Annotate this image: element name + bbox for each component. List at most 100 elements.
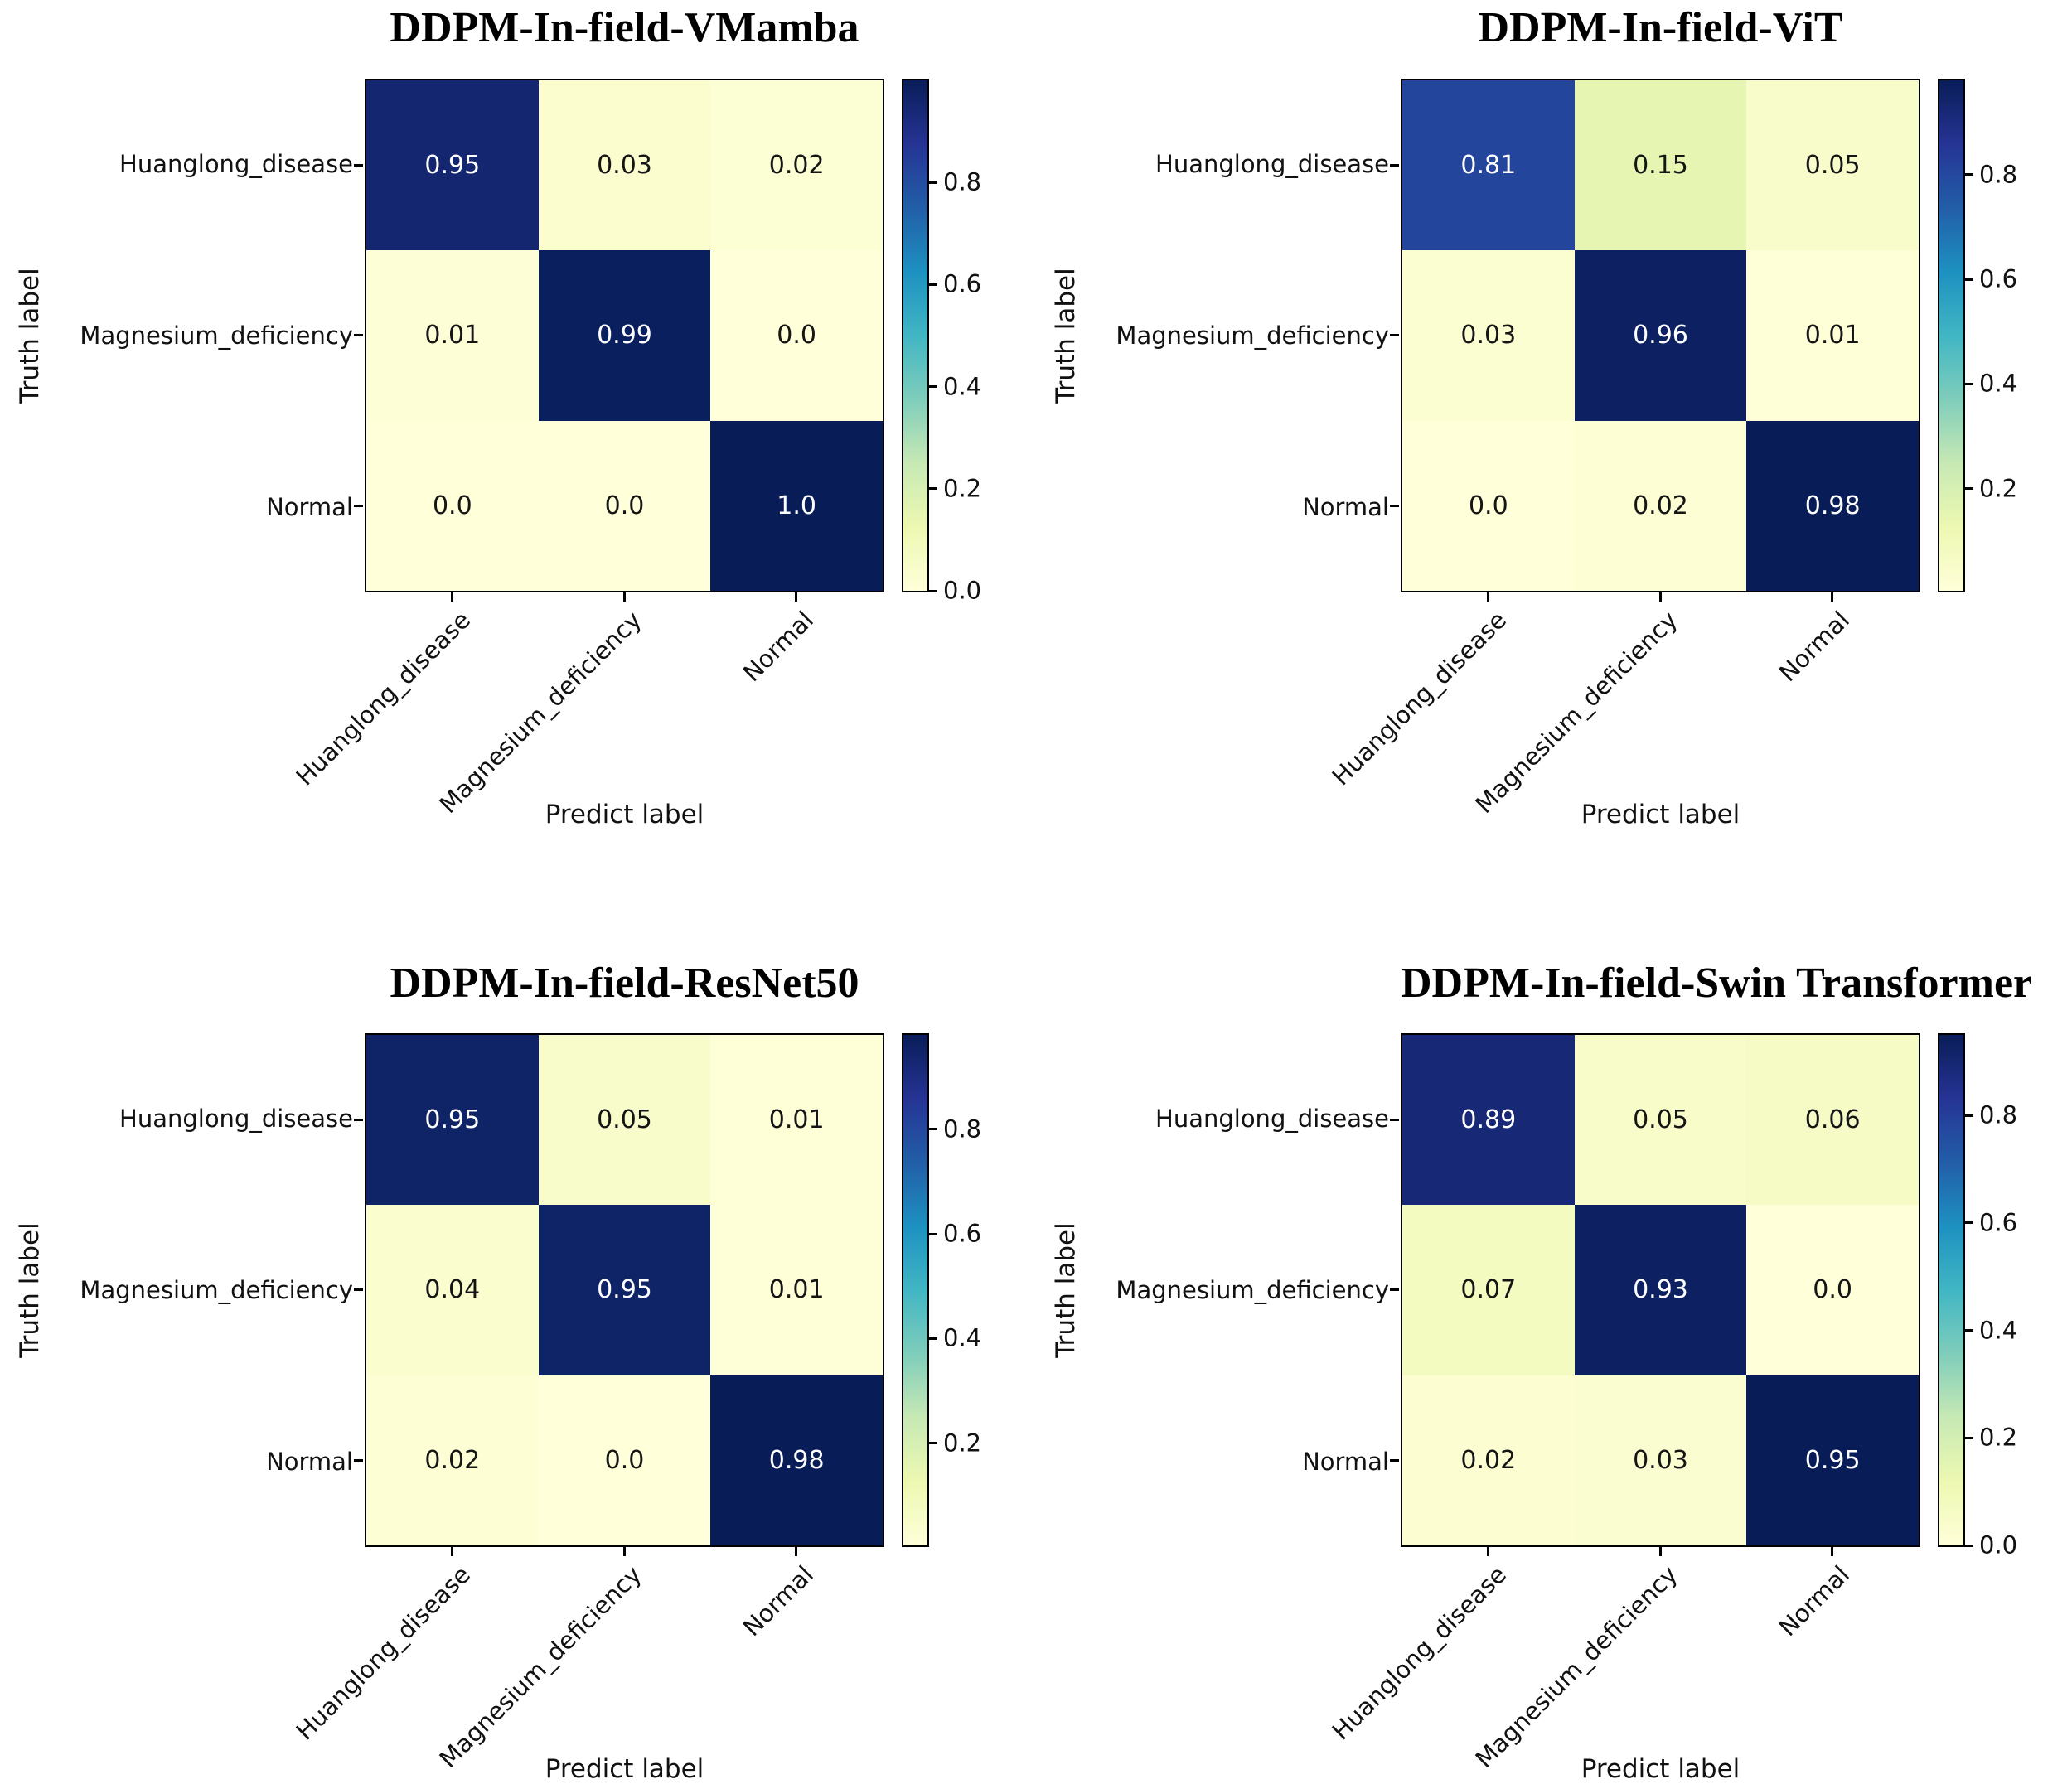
- colorbar-tick-label: 0.8: [943, 1114, 982, 1143]
- colorbar-gradient: [1939, 80, 1963, 591]
- matrix-cell: 0.01: [710, 1205, 883, 1375]
- matrix-cell: 0.02: [710, 80, 883, 251]
- y-tick-label: Normal: [266, 493, 353, 521]
- y-tick-label: Normal: [1302, 493, 1389, 521]
- y-axis-label: Truth label: [1051, 268, 1081, 404]
- colorbar-tick-mark: [1965, 173, 1973, 176]
- matrix-cell: 0.05: [1574, 1035, 1747, 1206]
- x-tick-label: Normal: [737, 1560, 820, 1642]
- x-axis-tick: [795, 1547, 797, 1556]
- colorbar-tick-label: 0.6: [943, 269, 982, 298]
- x-tick-label: Huanglong_disease: [290, 606, 477, 791]
- y-tick-label: Huanglong_disease: [119, 1105, 353, 1133]
- matrix-cell: 0.03: [538, 80, 711, 251]
- colorbar-tick-label: 0.2: [1979, 1423, 2018, 1452]
- y-axis-tick: [354, 505, 363, 507]
- x-tick-label: Magnesium_deficiency: [1469, 606, 1684, 819]
- x-tick-label: Huanglong_disease: [1326, 1560, 1513, 1746]
- y-tick-label: Magnesium_deficiency: [80, 1276, 353, 1304]
- y-axis-label: Truth label: [15, 268, 45, 404]
- colorbar-tick-mark: [929, 283, 937, 286]
- matrix-cell: 0.05: [1746, 80, 1919, 251]
- y-tick-label: Huanglong_disease: [1155, 1105, 1389, 1133]
- matrix-cell: 0.0: [538, 420, 711, 591]
- y-axis-tick: [1390, 334, 1399, 336]
- x-tick-label: Magnesium_deficiency: [433, 1560, 648, 1774]
- matrix-cell: 0.99: [538, 250, 711, 421]
- colorbar-tick-label: 0.6: [1979, 1208, 2018, 1237]
- x-axis-tick: [795, 592, 797, 602]
- matrix-cell: 0.0: [1746, 1205, 1919, 1375]
- colorbar-tick-label: 0.8: [1979, 1100, 2018, 1129]
- matrix-cell: 0.0: [1402, 420, 1575, 591]
- colorbar-tick-mark: [929, 1232, 937, 1235]
- y-tick-label: Normal: [1302, 1448, 1389, 1476]
- y-axis-tick: [354, 1119, 363, 1121]
- colorbar-tick-mark: [929, 1337, 937, 1340]
- colorbar-tick-mark: [929, 1128, 937, 1131]
- matrix-cell: 0.0: [538, 1375, 711, 1545]
- x-axis-label: Predict label: [545, 800, 704, 829]
- matrix-cell: 0.03: [1574, 1375, 1747, 1545]
- colorbar-tick-label: 0.6: [943, 1219, 982, 1248]
- colorbar-tick-mark: [1965, 487, 1973, 491]
- x-axis-tick: [1831, 1547, 1833, 1556]
- colorbar-tick-mark: [1965, 1221, 1973, 1225]
- matrix-cell: 0.06: [1746, 1035, 1919, 1206]
- panel-title: DDPM-In-field-ResNet50: [390, 960, 859, 1007]
- matrix-cell: 0.04: [366, 1205, 539, 1375]
- matrix-cell: 0.96: [1574, 250, 1747, 421]
- x-tick-label: Huanglong_disease: [290, 1560, 477, 1746]
- colorbar-tick-mark: [1965, 278, 1973, 281]
- colorbar-tick-mark: [1965, 1114, 1973, 1117]
- matrix-cell: 0.07: [1402, 1205, 1575, 1375]
- y-tick-label: Magnesium_deficiency: [1116, 322, 1389, 350]
- y-axis-tick: [354, 164, 363, 167]
- x-tick-label: Magnesium_deficiency: [433, 606, 648, 819]
- matrix-cell: 0.02: [1574, 420, 1747, 591]
- x-tick-label: Huanglong_disease: [1326, 606, 1513, 791]
- colorbar-tick-mark: [929, 589, 937, 592]
- matrix-cell: 0.01: [366, 250, 539, 421]
- y-axis-tick: [1390, 164, 1399, 167]
- colorbar-tick-mark: [1965, 1329, 1973, 1332]
- x-tick-label: Normal: [1773, 606, 1856, 688]
- colorbar-tick-mark: [929, 385, 937, 389]
- panel-ddpm-in-field-vmamba: DDPM-In-field-VMamba Truth label Huanglo…: [0, 0, 1036, 892]
- x-tick-label: Normal: [1773, 1560, 1856, 1642]
- matrix-cell: 0.15: [1574, 80, 1747, 251]
- y-axis-tick: [354, 1459, 363, 1462]
- x-axis-tick: [1659, 1547, 1662, 1556]
- y-axis-tick: [354, 1288, 363, 1291]
- colorbar-tick-mark: [929, 487, 937, 491]
- colorbar-tick-label: 0.2: [1979, 474, 2018, 503]
- colorbar-gradient: [1939, 1035, 1963, 1545]
- heatmap-grid: 0.89 0.05 0.06 0.07 0.93 0.0 0.02 0.03 0…: [1390, 1033, 1920, 1556]
- colorbar-tick-label: 0.2: [943, 1429, 982, 1458]
- colorbar-gradient: [903, 1035, 927, 1545]
- colorbar-tick-label: 0.4: [1979, 369, 2018, 398]
- matrix-cell: 0.89: [1402, 1035, 1575, 1206]
- y-axis-tick: [354, 334, 363, 336]
- y-axis-tick: [1390, 1288, 1399, 1291]
- heatmap-grid: 0.95 0.05 0.01 0.04 0.95 0.01 0.02 0.0 0…: [354, 1033, 884, 1556]
- x-axis-tick: [1831, 592, 1833, 602]
- matrix-cell: 0.95: [366, 80, 539, 251]
- panel-ddpm-in-field-swin-transformer: DDPM-In-field-Swin Transformer Truth lab…: [1036, 892, 2072, 1784]
- colorbar-tick-mark: [929, 181, 937, 184]
- matrix-cell: 0.0: [366, 420, 539, 591]
- panel-title: DDPM-In-field-VMamba: [390, 4, 859, 51]
- colorbar: 0.8 0.6 0.4 0.2: [1938, 79, 2017, 592]
- x-axis-label: Predict label: [1581, 1754, 1740, 1784]
- y-tick-label: Huanglong_disease: [1155, 150, 1389, 178]
- y-tick-label: Huanglong_disease: [119, 150, 353, 178]
- heatmap-grid: 0.95 0.03 0.02 0.01 0.99 0.0 0.0 0.0 1.0: [354, 79, 884, 602]
- colorbar: 0.8 0.6 0.4 0.2 0.0: [1938, 1033, 2017, 1559]
- colorbar-tick-label: 0.0: [1979, 1530, 2018, 1559]
- y-axis-label: Truth label: [1051, 1222, 1081, 1358]
- matrix-cell: 0.95: [1746, 1375, 1919, 1545]
- colorbar: 0.8 0.6 0.4 0.2: [902, 1033, 981, 1547]
- colorbar-tick-label: 0.8: [943, 167, 982, 196]
- panel-title: DDPM-In-field-ViT: [1478, 4, 1843, 51]
